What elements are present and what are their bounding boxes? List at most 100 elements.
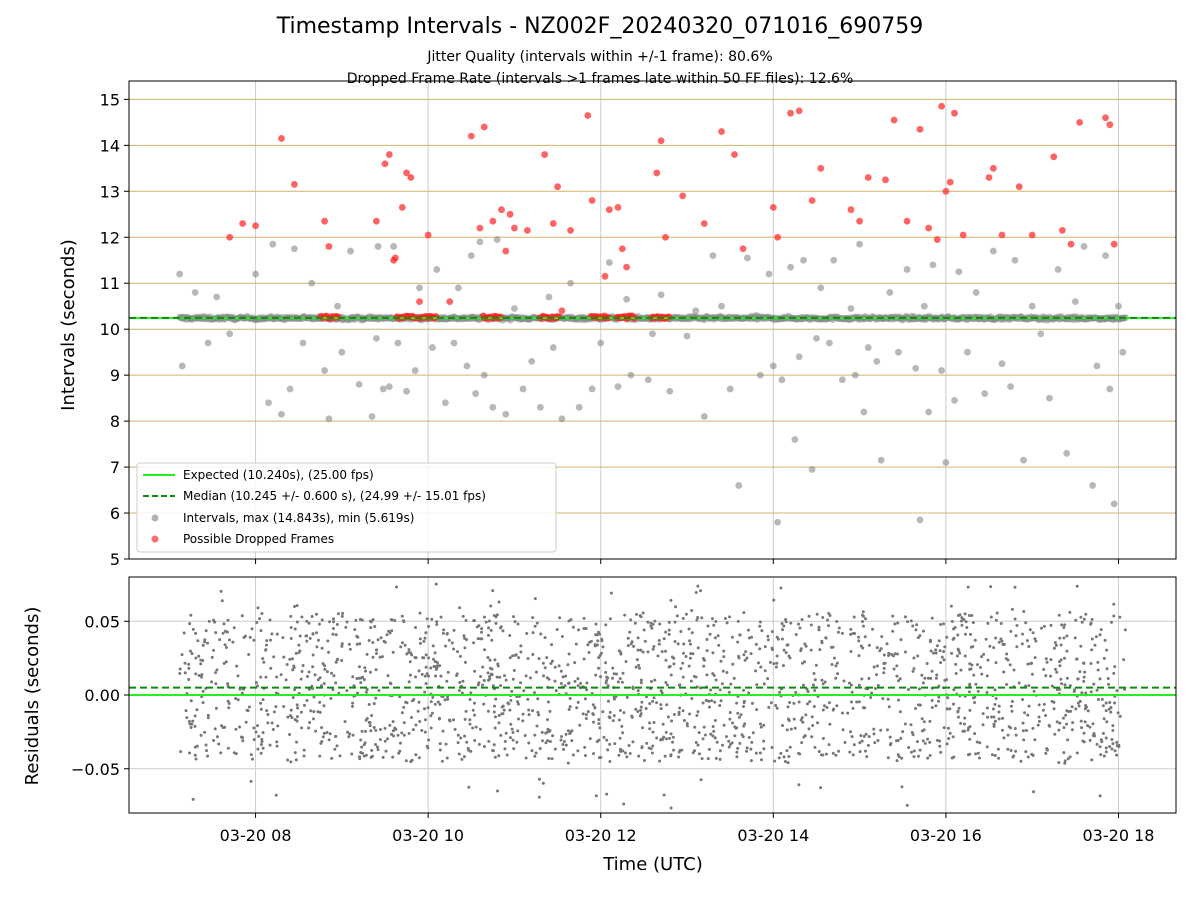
residual-point	[636, 689, 640, 693]
residual-point	[721, 669, 725, 673]
residual-point	[478, 727, 482, 731]
residual-point	[669, 806, 673, 810]
residual-point	[1065, 722, 1069, 726]
residual-point	[573, 679, 577, 683]
residual-point	[356, 691, 360, 695]
residual-point	[834, 676, 838, 680]
residual-point	[911, 669, 915, 673]
residual-point	[1058, 664, 1062, 668]
residual-point	[930, 616, 934, 620]
residual-point	[471, 726, 475, 730]
residual-point	[325, 731, 329, 735]
residual-point	[1053, 641, 1057, 645]
residual-point	[621, 671, 625, 675]
residual-point	[527, 708, 531, 712]
residual-point	[825, 706, 829, 710]
residual-point	[785, 643, 789, 647]
residual-point	[407, 732, 411, 736]
residual-point	[800, 741, 804, 745]
residual-point	[249, 779, 253, 783]
dropped-frame-point	[523, 226, 531, 234]
residual-point	[1093, 734, 1097, 738]
residual-point	[1026, 662, 1030, 666]
residual-point	[897, 755, 901, 759]
residual-point	[653, 678, 657, 682]
intervals-y-axis-label: Intervals (seconds)	[58, 239, 79, 411]
residual-point	[195, 744, 199, 748]
residual-point	[905, 803, 909, 807]
interval-point	[394, 339, 402, 347]
residual-point	[632, 644, 636, 648]
residual-point	[787, 755, 791, 759]
residual-point	[1075, 751, 1079, 755]
residual-point	[417, 700, 421, 704]
residual-point	[369, 755, 373, 759]
residual-point	[822, 704, 826, 708]
residual-point	[1023, 711, 1027, 715]
residual-point	[1015, 624, 1019, 628]
residual-point	[272, 710, 276, 714]
residual-point	[600, 639, 604, 643]
dropped-frame-point	[864, 174, 872, 181]
residual-point	[709, 688, 713, 692]
residual-point	[911, 624, 915, 628]
residual-point	[365, 687, 369, 691]
residual-point	[190, 652, 194, 656]
interval-point	[1093, 362, 1101, 370]
interval-point	[588, 385, 596, 393]
dropped-frame-point	[890, 116, 898, 124]
residual-point	[966, 728, 970, 732]
residual-point	[781, 664, 785, 668]
residual-point	[468, 722, 472, 726]
residual-point	[652, 696, 656, 700]
residual-point	[837, 749, 841, 753]
residual-point	[187, 751, 191, 755]
residual-point	[487, 619, 491, 623]
residual-point	[1083, 707, 1087, 711]
residual-point	[852, 615, 856, 619]
residual-point	[453, 727, 457, 731]
residual-point	[488, 675, 492, 679]
residual-point	[605, 738, 609, 742]
interval-point	[838, 376, 846, 384]
interval-point	[385, 383, 393, 391]
residual-point	[1065, 676, 1069, 680]
residual-point	[194, 757, 198, 761]
residual-point	[628, 752, 632, 756]
x-tick-label: 03-20 18	[1083, 826, 1155, 845]
interval-point	[597, 339, 605, 347]
residual-point	[813, 689, 817, 693]
residual-point	[674, 605, 678, 609]
residual-point	[733, 725, 737, 729]
residual-point	[429, 726, 433, 730]
residual-point	[1022, 738, 1026, 742]
residual-point	[475, 625, 479, 629]
dropped-frame-point	[933, 236, 941, 243]
residual-point	[411, 728, 415, 732]
residual-point	[857, 639, 861, 643]
residual-point	[456, 733, 460, 737]
residual-point	[962, 722, 966, 726]
residual-point	[1113, 749, 1117, 753]
residual-point	[383, 739, 387, 743]
residual-point	[777, 756, 781, 760]
residual-point	[1060, 623, 1064, 627]
residual-point	[256, 606, 260, 610]
residual-point	[811, 683, 815, 687]
interval-point	[614, 383, 622, 391]
residual-point	[1101, 704, 1105, 708]
residual-point	[207, 619, 211, 623]
residual-point	[670, 719, 674, 723]
residual-point	[376, 638, 380, 642]
residual-point	[358, 757, 362, 761]
residual-point	[1090, 617, 1094, 621]
residual-point	[307, 670, 311, 674]
residual-point	[260, 737, 264, 741]
residual-point	[617, 718, 621, 722]
interval-point	[800, 256, 807, 264]
residual-point	[651, 744, 655, 748]
residual-point	[238, 725, 242, 729]
residual-point	[288, 732, 292, 736]
residual-point	[1060, 682, 1064, 686]
dropped-frame-point	[795, 107, 803, 115]
